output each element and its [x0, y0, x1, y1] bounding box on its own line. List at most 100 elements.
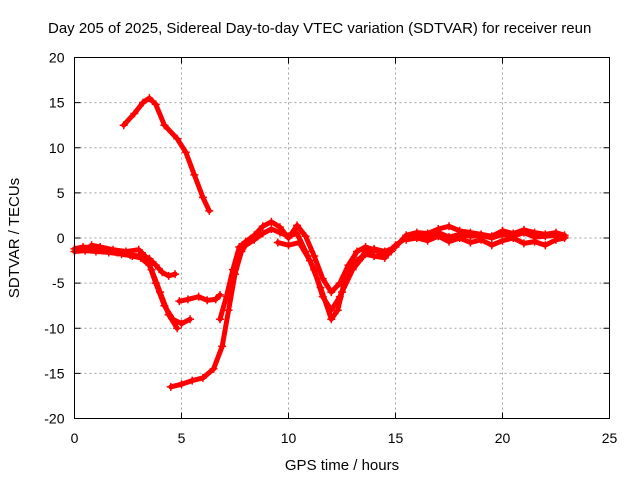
data-point	[273, 238, 282, 247]
y-tick-label: 5	[57, 185, 65, 201]
data-point	[235, 243, 244, 252]
series-line-1	[121, 95, 212, 214]
data-point	[348, 265, 357, 274]
axis-ticks: 0 5 10 15 20 25 -20 -15 -10 -5 0 5 10 15 20	[44, 50, 617, 447]
data-point	[177, 380, 186, 389]
series-line-3	[72, 248, 193, 327]
x-tick-label: 0	[71, 430, 79, 446]
series-line-9	[339, 223, 568, 295]
data-point	[228, 265, 237, 274]
data-point	[541, 241, 550, 250]
data-point	[333, 306, 342, 315]
data-point	[370, 252, 379, 261]
series-line-6	[168, 226, 377, 390]
data-point	[145, 94, 154, 103]
data-point	[224, 306, 233, 315]
data-point	[530, 237, 539, 246]
data-point	[198, 373, 207, 382]
data-point	[305, 256, 314, 265]
y-tick-label: 20	[49, 50, 65, 66]
data-point	[310, 252, 319, 261]
y-tick-label: 15	[49, 95, 65, 111]
data-point	[455, 226, 464, 235]
data-point	[181, 148, 190, 157]
data-point	[466, 228, 475, 237]
data-point	[91, 247, 100, 256]
data-point	[164, 310, 173, 319]
y-tick-label: -10	[44, 320, 64, 336]
data-point	[241, 237, 250, 246]
data-point	[338, 288, 346, 297]
x-tick-label: 20	[495, 430, 511, 446]
data-point	[205, 206, 214, 215]
data-point	[173, 134, 182, 143]
data-point	[434, 232, 443, 241]
y-tick-label: 0	[57, 230, 65, 246]
data-point	[284, 241, 293, 250]
data-point	[498, 226, 507, 235]
data-point	[151, 100, 160, 109]
data-point	[316, 283, 325, 292]
data-point	[134, 245, 143, 254]
data-point	[130, 109, 139, 118]
y-tick-label: -5	[52, 275, 65, 291]
data-point	[250, 231, 259, 240]
series-line-7	[217, 219, 394, 322]
data-point	[519, 239, 528, 248]
data-point	[541, 230, 550, 239]
data-point	[156, 288, 165, 297]
data-point	[211, 295, 220, 304]
data-point	[138, 98, 147, 107]
data-point	[194, 292, 203, 301]
data-point	[177, 319, 186, 328]
data-point	[293, 221, 302, 230]
data-point	[209, 364, 218, 373]
data-point	[370, 244, 379, 253]
data-point	[147, 265, 156, 274]
data-point	[258, 229, 267, 238]
data-point	[128, 252, 137, 261]
data-point	[158, 268, 167, 277]
data-point	[380, 247, 389, 256]
data-point	[258, 222, 267, 231]
data-point	[391, 243, 400, 252]
x-tick-label: 15	[388, 430, 404, 446]
grid	[74, 57, 610, 419]
data-point	[402, 235, 411, 244]
data-point	[423, 229, 432, 238]
data-point	[96, 243, 105, 252]
data-point	[412, 234, 421, 242]
data-point	[318, 274, 327, 283]
data-point	[509, 234, 518, 242]
data-point	[190, 170, 199, 179]
data-point	[275, 223, 284, 232]
data-point	[327, 288, 336, 297]
data-point	[198, 193, 207, 202]
y-tick-label: -15	[44, 365, 64, 381]
x-tick-label: 25	[602, 430, 618, 446]
data-point	[216, 290, 225, 299]
series-line-10	[403, 233, 568, 248]
data-point	[183, 295, 192, 304]
data-point	[175, 297, 184, 306]
data-point	[186, 315, 195, 324]
y-tick-label: -20	[44, 411, 64, 427]
data-point	[171, 270, 180, 279]
data-point	[423, 236, 432, 245]
data-point	[216, 315, 225, 324]
data-point	[267, 217, 276, 226]
series-line-4	[89, 242, 180, 331]
data-point	[203, 296, 212, 305]
data-point	[295, 238, 304, 247]
data-point	[166, 382, 175, 391]
chart-title: Day 205 of 2025, Sidereal Day-to-day VTE…	[48, 20, 591, 37]
data-point	[109, 245, 118, 254]
x-tick-label: 10	[281, 430, 297, 446]
data-point	[284, 234, 293, 242]
x-tick-label: 5	[178, 430, 186, 446]
data-point	[164, 271, 173, 280]
data-point	[188, 376, 197, 385]
data-point	[487, 241, 496, 250]
data-point	[87, 241, 96, 250]
